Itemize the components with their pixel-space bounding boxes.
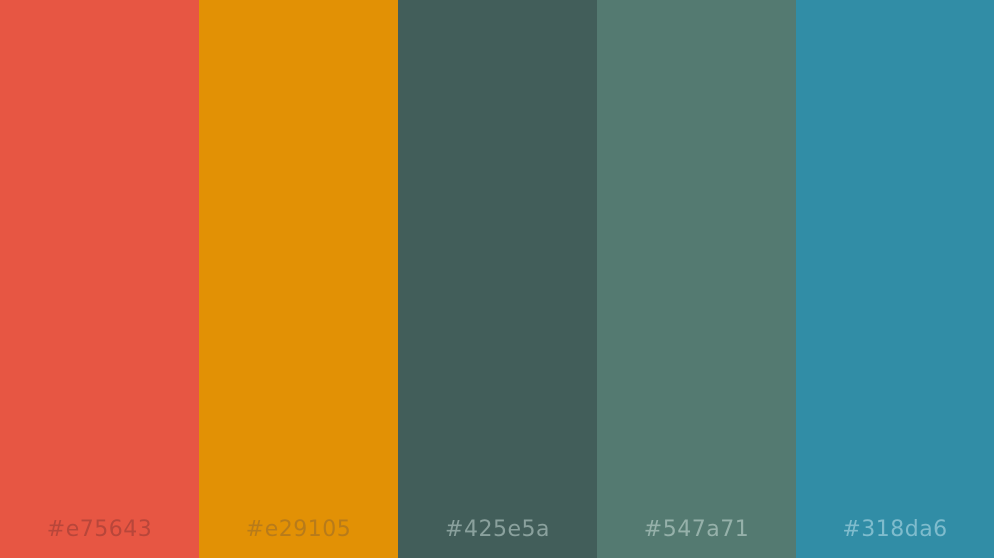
color-swatch: #e75643 bbox=[0, 0, 199, 558]
hex-code-label: #e29105 bbox=[245, 517, 352, 542]
color-swatch: #318da6 bbox=[796, 0, 994, 558]
hex-code-label: #e75643 bbox=[46, 517, 153, 542]
hex-code-label: #425e5a bbox=[445, 517, 550, 542]
hex-code-label: #547a71 bbox=[643, 517, 750, 542]
color-swatch: #e29105 bbox=[199, 0, 398, 558]
hex-code-label: #318da6 bbox=[842, 517, 948, 542]
color-swatch: #425e5a bbox=[398, 0, 597, 558]
color-swatch: #547a71 bbox=[597, 0, 796, 558]
